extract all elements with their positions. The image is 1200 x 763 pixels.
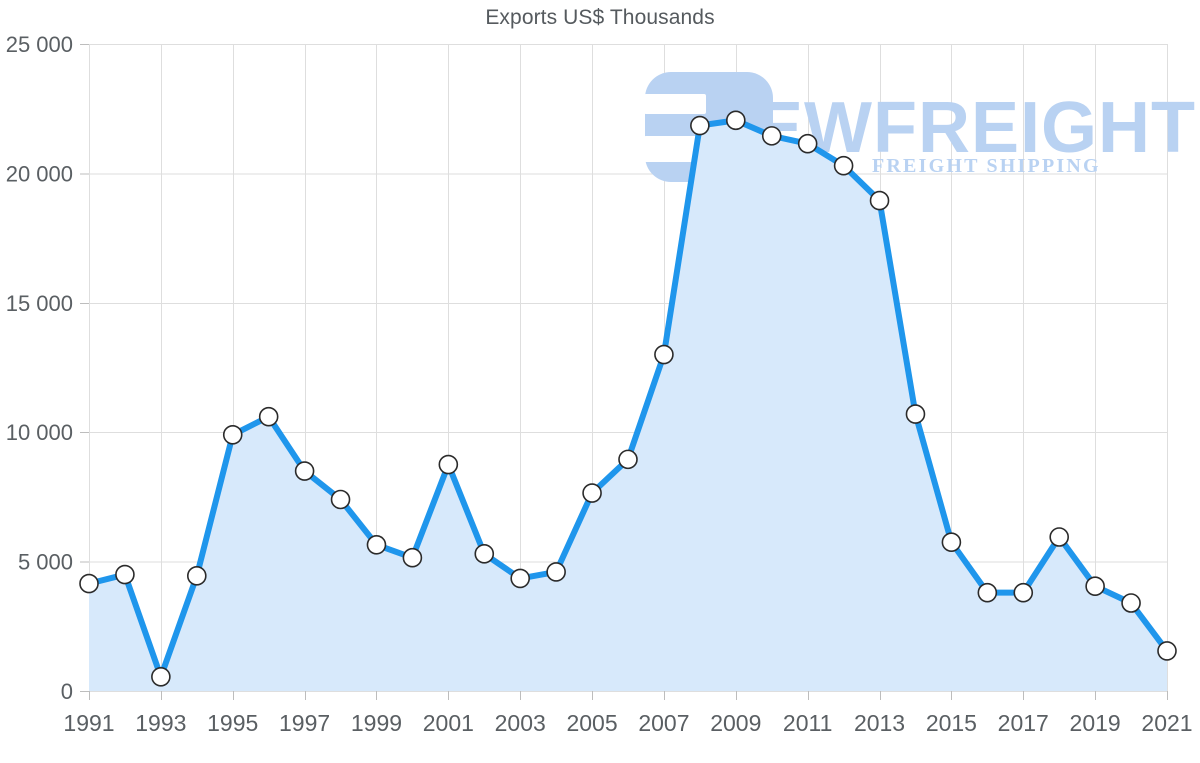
data-point-marker[interactable]: 2001: 8750	[438, 454, 459, 475]
data-markers-group: 1991: 4150 1992: 4500 1993: 550 1994: 4450 1…	[79, 110, 1177, 687]
y-axis-tick-label: 20 000	[6, 161, 73, 186]
logo-notch-lower	[644, 136, 706, 162]
data-point-marker[interactable]: 1993: 550	[151, 666, 171, 687]
data-point-marker[interactable]: 2005: 7650	[582, 483, 602, 503]
y-axis-tick-label: 5 000	[18, 550, 73, 575]
x-axis-tick-label: 2017	[998, 710, 1049, 736]
data-point-marker[interactable]: 2009: 22050	[725, 110, 746, 131]
y-axis-tick-label: 10 000	[6, 420, 73, 445]
data-point-marker[interactable]: 2002: 5300	[474, 544, 495, 564]
x-axis-tick-label: 1995	[207, 710, 258, 736]
x-axis-tick-label: 2001	[423, 710, 474, 736]
x-axis-tick-label: 2019	[1070, 710, 1121, 736]
data-point-marker[interactable]: 2014: 10700	[905, 404, 926, 424]
data-point-marker[interactable]: 2007: 13000	[654, 344, 674, 365]
x-axis-tick-label: 2015	[926, 710, 977, 736]
x-axis-tick-label: 2011	[783, 710, 832, 736]
data-point-marker[interactable]: 2018: 5950	[1049, 527, 1069, 547]
series-area-fill	[89, 120, 1167, 692]
data-point-marker[interactable]: 1991: 4150	[79, 573, 99, 594]
data-point-marker[interactable]: 2008: 21850	[690, 115, 710, 136]
y-axis-tick-label: 0	[61, 679, 73, 704]
chart-title: Exports US$ Thousands	[485, 6, 715, 29]
data-point-marker[interactable]: 1998: 7400	[330, 489, 351, 510]
data-point-marker[interactable]: 2021: 1550	[1157, 641, 1177, 661]
data-point-marker[interactable]: 2016: 3800	[977, 582, 998, 603]
data-point-marker[interactable]: 2004: 4600	[546, 562, 566, 582]
data-point-marker[interactable]: 1992: 4500	[115, 564, 135, 585]
data-point-marker[interactable]: 2006: 8950	[618, 449, 638, 470]
data-point-marker[interactable]: 1997: 8500	[294, 461, 315, 481]
x-axis-tick-label: 2009	[710, 710, 761, 736]
y-axis-tick-label: 15 000	[6, 291, 73, 316]
data-point-marker[interactable]: 2020: 3400	[1121, 593, 1141, 613]
data-point-marker[interactable]: 2019: 4050	[1085, 576, 1105, 596]
x-axis-tick-label: 2021	[1141, 710, 1192, 736]
data-series-group	[86, 117, 1170, 692]
x-axis-tick-label: 1993	[135, 710, 186, 736]
data-point-marker[interactable]: 1999: 5650	[366, 534, 387, 555]
data-point-marker[interactable]: 2003: 4350	[510, 568, 531, 589]
data-point-marker[interactable]: 2015: 5750	[941, 532, 962, 552]
logo-notch-upper	[644, 94, 706, 114]
x-axis-tick-label: 1991	[63, 710, 114, 736]
y-axis-labels-group: 0 5 000 10 000 15 000 20 000 25 000	[6, 32, 73, 704]
data-point-marker[interactable]: 1996: 10600	[258, 406, 279, 427]
x-axis-tick-label: 2007	[638, 710, 689, 736]
x-axis-tick-label: 2003	[495, 710, 546, 736]
data-point-marker[interactable]: 2012: 20300	[833, 155, 854, 176]
data-point-marker[interactable]: 2010: 21450	[761, 126, 782, 146]
data-point-marker[interactable]: 2011: 21150	[797, 133, 818, 154]
x-axis-labels-group: 1991 1993 1995 1997 1999 2001 2003 2005 2007 2009…	[63, 710, 1192, 736]
x-axis-tick-label: 2005	[566, 710, 617, 736]
data-point-marker[interactable]: 2013: 18950	[869, 190, 890, 211]
x-axis-tick-label: 2013	[854, 710, 905, 736]
y-axis-tick-label: 25 000	[6, 32, 73, 57]
data-point-marker[interactable]: 2017: 3800	[1013, 582, 1034, 603]
x-axis-tick-label: 1999	[351, 710, 402, 736]
data-point-marker[interactable]: 1995: 9900	[222, 424, 243, 445]
data-point-marker[interactable]: 1994: 4450	[187, 566, 207, 586]
watermark-tagline-text: FREIGHT SHIPPING	[872, 155, 1101, 177]
x-axis-tick-label: 1997	[279, 710, 330, 736]
